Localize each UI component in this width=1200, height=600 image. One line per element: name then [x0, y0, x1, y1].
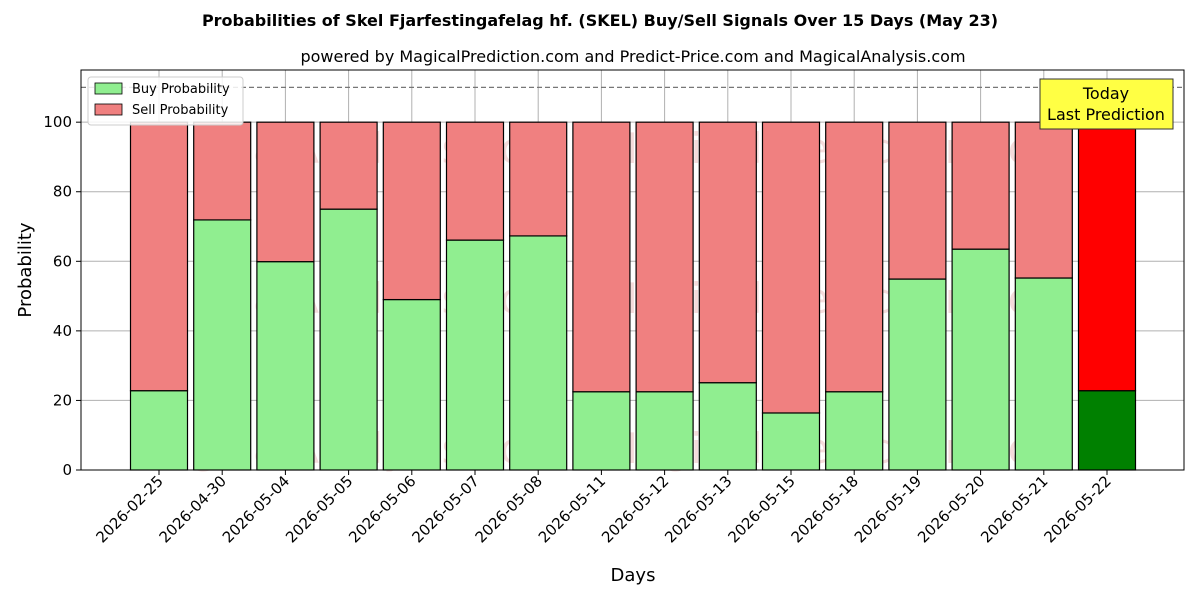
y-tick-label: 0 [62, 461, 72, 479]
bar-sell-2026-05-19 [888, 121, 947, 280]
today-annotation-line1: Today [1082, 84, 1129, 103]
legend-label-buy: Buy Probability [132, 82, 230, 97]
bar-buy-2026-05-06 [382, 298, 441, 471]
x-tick-label: 2026-05-08 [472, 472, 546, 546]
bar-buy-2026-05-20 [951, 248, 1010, 471]
bar-sell-2026-05-15 [761, 121, 821, 414]
bar-sell-2026-05-22 [1077, 121, 1137, 392]
bar-sell-2026-05-20 [951, 121, 1010, 250]
x-tick-label: 2026-02-25 [92, 472, 166, 546]
legend-box [87, 76, 244, 126]
bar-sell-2026-02-25 [129, 121, 189, 392]
bar-sell-2026-05-04 [256, 121, 315, 263]
bar-sell-2026-05-06 [382, 121, 441, 301]
x-axis-ticks: 2026-02-252026-04-302026-05-042026-05-05… [92, 470, 1115, 546]
x-tick-label: 2026-05-06 [345, 472, 419, 546]
chart-title: Probabilities of Skel Fjarfestingafelag … [202, 11, 998, 30]
today-annotation-line2: Last Prediction [1047, 105, 1165, 124]
y-tick-label: 20 [53, 391, 72, 409]
y-tick-label: 40 [53, 322, 72, 340]
bar-buy-2026-05-21 [1014, 277, 1073, 471]
bar-buy-2026-05-18 [825, 391, 884, 471]
x-tick-label: 2026-05-04 [219, 472, 293, 546]
x-tick-label: 2026-04-30 [156, 472, 230, 546]
bar-buy-2026-05-08 [509, 235, 568, 471]
x-tick-label: 2026-05-05 [282, 472, 356, 546]
x-tick-label: 2026-05-13 [661, 472, 735, 546]
legend-label-sell: Sell Probability [132, 103, 229, 118]
bar-buy-2026-05-19 [888, 278, 947, 471]
bar-buy-2026-05-05 [319, 208, 378, 471]
bars [129, 121, 1137, 471]
today-annotation-box [1039, 78, 1174, 130]
legend-swatch-sell [94, 103, 123, 116]
bar-sell-2026-05-21 [1014, 121, 1073, 279]
x-tick-label: 2026-05-15 [724, 472, 798, 546]
chart-subtitle: powered by MagicalPrediction.com and Pre… [300, 47, 965, 66]
x-tick-label: 2026-05-19 [851, 472, 925, 546]
x-tick-label: 2026-05-20 [914, 472, 988, 546]
x-tick-label: 2026-05-22 [1040, 472, 1114, 546]
plot-frame [80, 69, 1185, 471]
y-tick-label: 80 [53, 183, 72, 201]
x-tick-label: 2026-05-21 [977, 472, 1051, 546]
bar-buy-2026-05-07 [445, 239, 505, 471]
y-tick-label: 60 [53, 252, 72, 270]
today-annotation: Today Last Prediction [1039, 78, 1174, 130]
bar-buy-2026-05-11 [572, 391, 631, 471]
bar-sell-2026-05-18 [825, 121, 884, 393]
x-tick-label: 2026-05-12 [598, 472, 672, 546]
legend: Buy Probability Sell Probability [87, 76, 244, 126]
y-axis-ticks: 0 20 40 60 80 100 [43, 113, 81, 479]
bar-sell-2026-04-30 [193, 121, 252, 221]
bar-buy-2026-05-04 [256, 261, 315, 471]
x-tick-label: 2026-05-18 [788, 472, 862, 546]
legend-swatch-buy [94, 82, 123, 95]
bar-sell-2026-05-07 [445, 121, 505, 241]
bar-sell-2026-05-13 [698, 121, 757, 384]
y-tick-label: 100 [43, 113, 72, 131]
x-tick-label: 2026-05-07 [408, 472, 482, 546]
bar-buy-2026-05-22 [1077, 390, 1137, 471]
bar-sell-2026-05-08 [509, 121, 568, 237]
bar-buy-2026-05-12 [635, 391, 694, 471]
bar-buy-2026-05-13 [698, 382, 757, 471]
bar-sell-2026-05-12 [635, 121, 694, 393]
plot-area: MagicalAnalysis.comMagicalPrediction.com… [43, 69, 1185, 546]
x-tick-label: 2026-05-11 [535, 472, 609, 546]
bar-buy-2026-02-25 [129, 390, 189, 471]
x-axis-label: Days [611, 565, 656, 586]
y-axis-label: Probability [15, 222, 36, 317]
bar-sell-2026-05-11 [572, 121, 631, 393]
bar-buy-2026-04-30 [193, 219, 252, 471]
bar-sell-2026-05-05 [319, 121, 378, 210]
bar-buy-2026-05-15 [761, 412, 821, 471]
